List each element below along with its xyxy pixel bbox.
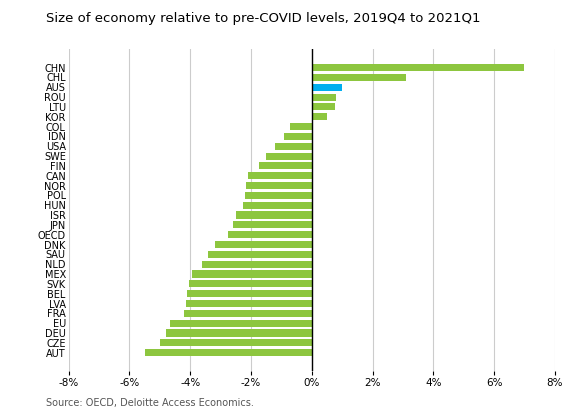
Bar [275,143,312,150]
Text: Size of economy relative to pre-COVID levels, 2019Q4 to 2021Q1: Size of economy relative to pre-COVID le… [46,12,480,26]
Bar [233,221,312,228]
Bar [214,241,312,248]
Bar [184,310,312,317]
Bar [248,172,312,179]
Bar [284,133,312,140]
Bar [192,270,312,278]
Bar [187,290,312,297]
Bar [247,182,312,189]
Bar [236,211,312,219]
Bar [166,330,312,337]
Bar [312,84,342,91]
Bar [312,113,327,120]
Bar [160,339,312,346]
Bar [228,231,312,238]
Bar [312,74,406,81]
Bar [170,320,312,327]
Bar [186,300,312,307]
Bar [312,103,335,110]
Bar [266,152,312,159]
Bar [243,201,312,209]
Bar [312,64,525,71]
Bar [202,261,312,268]
Bar [208,251,312,258]
Bar [312,94,336,101]
Bar [189,280,312,288]
Text: Source: OECD, Deloitte Access Economics.: Source: OECD, Deloitte Access Economics. [46,398,253,408]
Bar [245,192,312,199]
Bar [145,349,312,356]
Bar [291,123,312,130]
Bar [259,162,312,169]
